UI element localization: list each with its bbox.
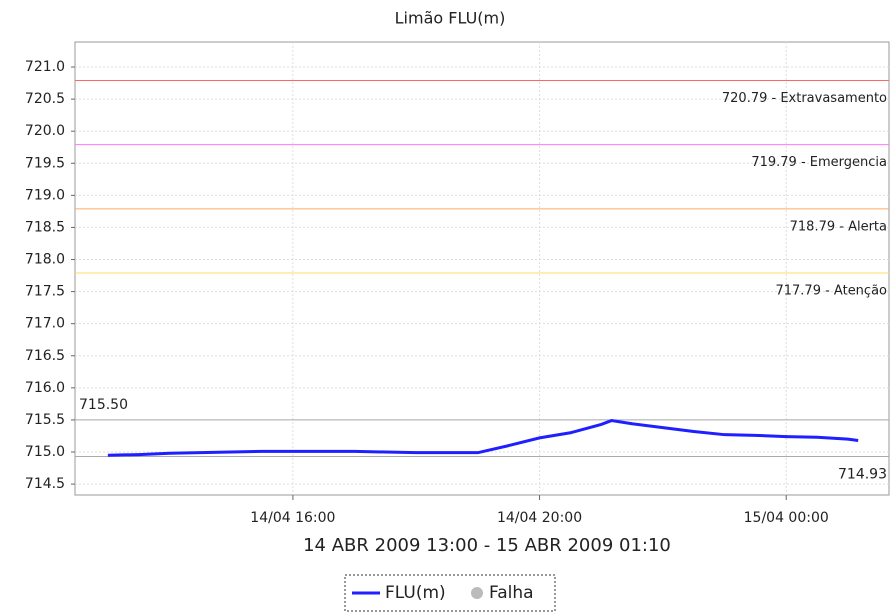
y-tick-label: 718.0 <box>25 252 65 268</box>
marker-label: 715.50 <box>79 397 128 413</box>
threshold-label: 718.79 - Alerta <box>790 219 887 234</box>
y-tick-label: 719.5 <box>25 155 65 171</box>
x-axis-label: 14 ABR 2009 13:00 - 15 ABR 2009 01:10 <box>303 535 671 556</box>
threshold-label: 719.79 - Emergencia <box>751 155 887 170</box>
y-tick-label: 720.5 <box>25 91 65 107</box>
legend-swatch <box>471 587 483 599</box>
x-tick-label: 15/04 00:00 <box>744 510 829 526</box>
x-tick-label: 14/04 16:00 <box>250 510 335 526</box>
legend-label: Falha <box>489 583 534 603</box>
legend-label: FLU(m) <box>385 583 446 603</box>
plot-area <box>74 41 890 496</box>
y-tick-label: 717.5 <box>25 284 65 300</box>
y-tick-label: 714.5 <box>25 476 65 492</box>
y-tick-label: 721.0 <box>25 59 65 75</box>
marker-label: 714.93 <box>838 467 887 483</box>
series-line <box>107 419 859 457</box>
y-tick-label: 719.0 <box>25 187 65 203</box>
y-tick-label: 720.0 <box>25 123 65 139</box>
chart-title: Limão FLU(m) <box>395 9 506 28</box>
x-tick-label: 14/04 20:00 <box>497 510 582 526</box>
threshold-label: 717.79 - Atenção <box>775 283 887 298</box>
y-tick-label: 717.0 <box>25 316 65 332</box>
y-tick-label: 716.5 <box>25 348 65 364</box>
y-tick-label: 715.0 <box>25 444 65 460</box>
y-tick-label: 716.0 <box>25 380 65 396</box>
y-tick-label: 718.5 <box>25 219 65 235</box>
y-tick-label: 715.5 <box>25 412 65 428</box>
threshold-label: 720.79 - Extravasamento <box>722 91 887 106</box>
